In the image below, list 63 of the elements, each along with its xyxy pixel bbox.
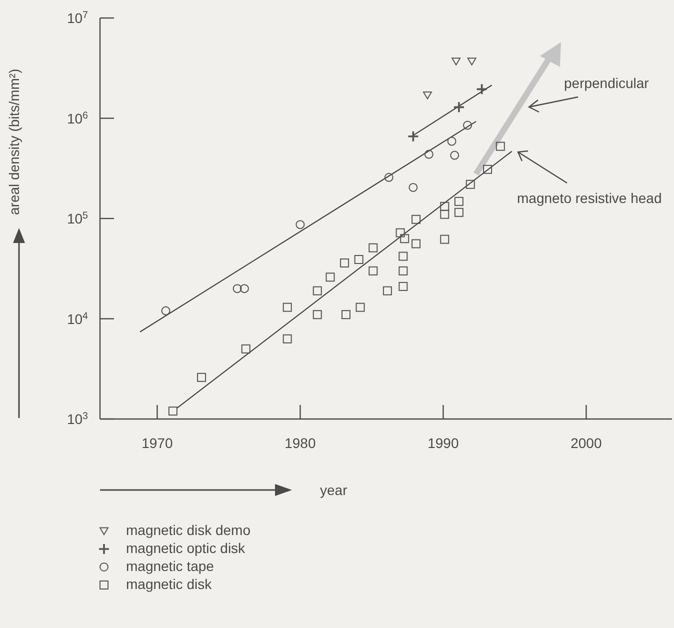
point [452, 58, 461, 66]
point [454, 196, 464, 206]
point [341, 310, 350, 320]
legend-label: magnetic disk [126, 576, 213, 592]
point [354, 254, 364, 264]
point [312, 310, 322, 320]
point [408, 182, 418, 192]
legend-label: magnetic tape [126, 558, 214, 574]
legend-label: magnetic optic disk [126, 540, 246, 556]
point [326, 272, 335, 282]
point [440, 202, 450, 211]
point [407, 130, 420, 142]
point [282, 334, 292, 344]
point [312, 286, 322, 296]
point [340, 258, 350, 268]
point [453, 101, 465, 114]
point [396, 228, 405, 238]
y-tick-label: 10$^{6}$ [66, 110, 89, 126]
point [168, 406, 178, 416]
point [240, 284, 249, 294]
point [440, 210, 450, 219]
y-axis-title: areal density (bits/mm²) [6, 68, 22, 215]
point [197, 372, 206, 382]
point [440, 234, 450, 244]
point [454, 208, 464, 217]
legend-label: magnetic disk demo [126, 522, 251, 538]
annotation: perpendicular [564, 75, 650, 91]
point [368, 266, 378, 276]
x-tick-label: 1980 [284, 435, 316, 451]
point [398, 266, 408, 276]
point [400, 234, 410, 244]
x-tick-label: 1990 [428, 435, 459, 451]
point [412, 214, 421, 224]
point [463, 120, 472, 130]
point [483, 164, 492, 174]
point [161, 306, 170, 316]
y-tick-label: 10$^{4}$ [66, 310, 89, 327]
point [496, 142, 505, 151]
y-tick-label: 10$^{3}$ [66, 410, 89, 427]
point [356, 302, 365, 312]
point [382, 286, 392, 296]
y-tick-label: 10$^{5}$ [66, 210, 89, 226]
point [422, 91, 432, 100]
annotation: magneto resistive head [517, 190, 662, 206]
point [296, 220, 305, 230]
point [368, 243, 378, 252]
point [447, 136, 456, 146]
point [424, 150, 434, 159]
point [398, 252, 408, 261]
point [282, 302, 292, 312]
point [384, 172, 394, 182]
point [450, 150, 460, 160]
point [412, 239, 421, 248]
y-tick-label: 10$^{7}$ [66, 10, 88, 26]
x-tick-label: 1970 [142, 435, 173, 451]
point [241, 344, 250, 354]
point [398, 282, 408, 291]
point [476, 83, 488, 96]
x-axis-title: year [320, 482, 348, 498]
point [232, 284, 242, 294]
point [467, 58, 476, 66]
x-tick-label: 2000 [570, 435, 602, 451]
point [466, 180, 475, 189]
